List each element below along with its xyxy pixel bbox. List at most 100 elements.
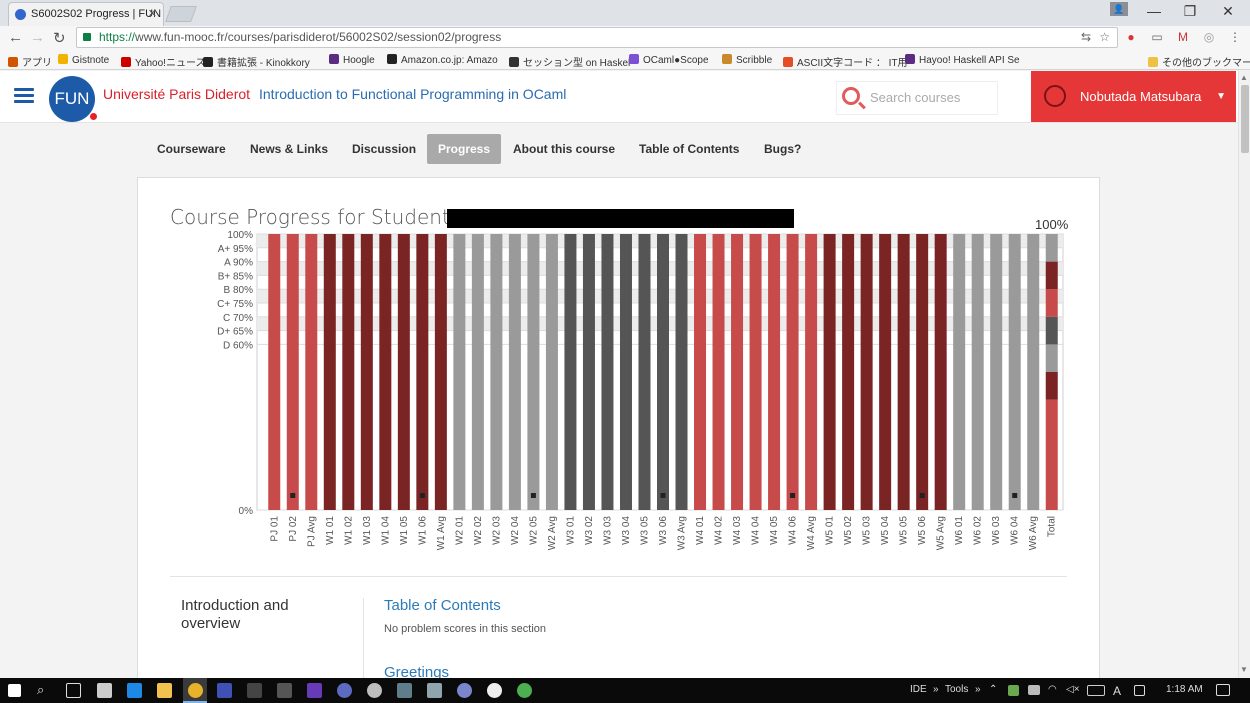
hamburger-menu-icon[interactable] <box>14 88 34 104</box>
app-icon[interactable] <box>307 683 322 698</box>
battery-icon[interactable] <box>1028 685 1040 695</box>
bookmark-item[interactable]: その他のブックマーク <box>1148 54 1250 69</box>
search-taskbar-icon[interactable]: ⌕ <box>37 682 45 697</box>
minimize-button[interactable]: — <box>1147 3 1161 19</box>
toolbar-chevron[interactable]: » <box>933 684 939 695</box>
app-icon[interactable] <box>487 683 502 698</box>
subsection-link-greetings[interactable]: Greetings <box>384 664 450 681</box>
app-icon[interactable] <box>457 683 472 698</box>
ide-toolbar-label[interactable]: IDE <box>910 684 927 695</box>
total-bar-segment <box>1045 289 1058 317</box>
bar <box>971 234 984 510</box>
cast-icon[interactable]: ▭ <box>1151 30 1163 44</box>
store-icon[interactable] <box>97 683 112 698</box>
tab-close-icon[interactable]: ✕ <box>147 8 157 20</box>
toolbar-chevron[interactable]: » <box>975 684 981 695</box>
profile-icon[interactable]: 👤 <box>1110 2 1128 16</box>
bookmark-item[interactable]: Amazon.co.jp: Amazo <box>387 54 498 66</box>
address-bar[interactable]: https://www.fun-mooc.fr/courses/parisdid… <box>76 27 1118 48</box>
tab-progress[interactable]: Progress <box>427 134 502 164</box>
bar <box>286 234 299 510</box>
search-placeholder: Search courses <box>870 90 961 105</box>
edge-browser-icon[interactable] <box>127 683 142 698</box>
chrome-menu-icon[interactable]: ⋮ <box>1229 30 1241 44</box>
bar <box>990 234 1003 510</box>
tab-table-of-contents[interactable]: Table of Contents <box>639 142 740 156</box>
back-arrow-icon[interactable]: ← <box>8 29 23 46</box>
forward-arrow-icon[interactable]: → <box>30 29 45 46</box>
fun-logo[interactable]: FUN <box>49 76 97 122</box>
tools-toolbar-label[interactable]: Tools <box>945 684 969 695</box>
app-icon[interactable] <box>517 683 532 698</box>
app-icon[interactable] <box>367 683 382 698</box>
tray-expand-icon[interactable]: ⌃ <box>989 684 998 695</box>
search-icon[interactable] <box>842 87 860 105</box>
tab-discussion[interactable]: Discussion <box>352 142 417 156</box>
file-explorer-icon[interactable] <box>157 683 172 698</box>
volume-icon[interactable]: ◁× <box>1066 684 1080 695</box>
scrollbar-thumb[interactable] <box>1241 85 1249 153</box>
bookmark-item[interactable]: Scribble <box>722 54 772 66</box>
bookmark-item[interactable]: Hayoo! Haskell API Se <box>905 54 1020 66</box>
app-icon[interactable] <box>277 683 292 698</box>
page-scrollbar[interactable]: ▲ ▼ <box>1238 71 1250 678</box>
notifications-icon[interactable] <box>1216 684 1230 696</box>
task-view-icon[interactable] <box>66 683 81 698</box>
bookmark-item[interactable]: Yahoo!ニュース <box>121 54 205 69</box>
x-tick-label: W6 03 <box>991 516 1002 545</box>
bookmark-favicon-icon <box>203 57 213 67</box>
search-courses-input[interactable]: Search courses <box>836 81 998 115</box>
x-tick-label: PJ 02 <box>288 516 299 542</box>
tab-courseware[interactable]: Courseware <box>157 142 226 156</box>
bookmark-item[interactable]: セッション型 on Haskel <box>509 54 630 69</box>
ime-mode-icon[interactable]: A <box>1113 684 1122 698</box>
scroll-up-icon[interactable]: ▲ <box>1240 73 1248 82</box>
bookmark-item[interactable]: Hoogle <box>329 54 375 66</box>
browser-tab-strip: S6002S02 Progress | FUN ✕ 👤 — ❐ ✕ <box>0 0 1250 26</box>
close-window-button[interactable]: ✕ <box>1222 3 1234 19</box>
ime-icon[interactable] <box>1134 685 1145 696</box>
windows-start-icon[interactable] <box>8 684 21 697</box>
bookmark-item[interactable]: 書籍拡張 - Kinokkory <box>203 54 310 69</box>
bar <box>545 234 558 510</box>
browser-toolbar: ← → ↻ https://www.fun-mooc.fr/courses/pa… <box>0 26 1250 50</box>
dropped-score-marker <box>790 493 796 498</box>
university-name[interactable]: Université Paris Diderot <box>103 86 251 102</box>
tray-app-icon[interactable] <box>1008 685 1019 696</box>
bookmark-star-icon[interactable]: ☆ <box>1099 30 1110 44</box>
chrome-icon[interactable] <box>188 683 203 698</box>
reload-icon[interactable]: ↻ <box>53 30 66 47</box>
tab-news-links[interactable]: News & Links <box>250 142 329 156</box>
subsection-link-table-of-contents[interactable]: Table of Contents <box>384 597 501 614</box>
clock-time[interactable]: 1:18 AM <box>1166 684 1203 695</box>
tab-about-course[interactable]: About this course <box>513 142 616 156</box>
course-title[interactable]: Introduction to Functional Programming i… <box>259 86 567 102</box>
tab-bugs[interactable]: Bugs? <box>764 142 802 156</box>
bar <box>675 234 688 510</box>
user-menu[interactable]: Nobutada Matsubara ▼ <box>1031 71 1236 122</box>
app-icon[interactable] <box>427 683 442 698</box>
bar <box>582 234 595 510</box>
extension-icon[interactable]: ◎ <box>1203 30 1215 44</box>
bar <box>471 234 484 510</box>
keyboard-icon[interactable] <box>1087 685 1105 696</box>
x-tick-label: W4 06 <box>788 516 799 545</box>
network-icon[interactable]: ◠ <box>1048 684 1057 695</box>
gmail-extension-icon[interactable]: M <box>1178 30 1188 44</box>
restore-button[interactable]: ❐ <box>1183 3 1197 19</box>
app-icon[interactable] <box>217 683 232 698</box>
bookmark-item[interactable]: OCaml●Scope <box>629 54 709 66</box>
scroll-down-icon[interactable]: ▼ <box>1240 665 1248 674</box>
color-picker-extension-icon[interactable]: ● <box>1127 30 1135 44</box>
bookmark-item[interactable]: アプリ <box>8 54 52 69</box>
browser-tab[interactable]: S6002S02 Progress | FUN ✕ <box>8 2 164 26</box>
bookmark-item[interactable]: Gistnote <box>58 54 109 66</box>
translate-icon[interactable]: ⇆ <box>1080 30 1091 44</box>
chevron-down-icon[interactable]: ▼ <box>1216 91 1226 102</box>
app-icon[interactable] <box>337 683 352 698</box>
app-icon[interactable] <box>397 683 412 698</box>
app-icon[interactable] <box>247 683 262 698</box>
bookmark-favicon-icon <box>509 57 519 67</box>
x-tick-label: W2 03 <box>491 516 502 545</box>
bookmark-item[interactable]: ASCII文字コード ： IT用 <box>783 54 908 69</box>
